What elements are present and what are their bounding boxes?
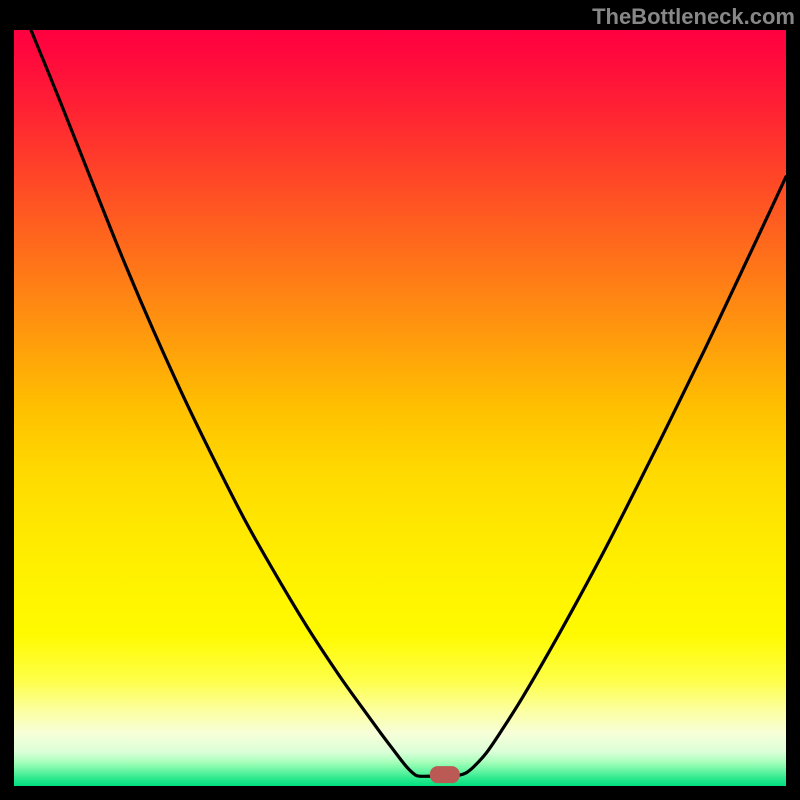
watermark-text: TheBottleneck.com <box>592 4 795 29</box>
optimum-marker <box>430 766 460 783</box>
bottleneck-chart: TheBottleneck.com <box>0 0 800 800</box>
gradient-background <box>14 30 786 786</box>
plot-area <box>14 30 786 786</box>
